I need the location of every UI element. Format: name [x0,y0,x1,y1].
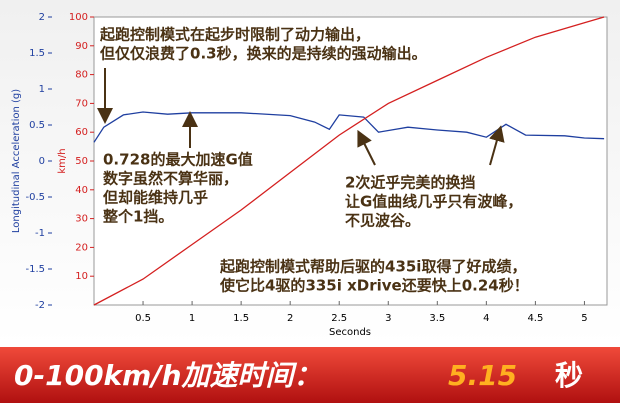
x-axis-label: Seconds [329,327,371,338]
y-tick-label: 0.5 [29,120,45,131]
y-tick-label: -0.5 [25,192,45,203]
annotation: 起跑控制模式在起步时限制了动力输出， [99,26,370,44]
banner [0,347,620,403]
arrows [97,68,505,166]
x-tick-label: 2 [287,313,293,324]
y-tick-label: 1 [39,84,45,95]
annotation: 但却能维持几乎 [102,189,208,207]
x-tick-label: 0.5 [135,313,151,324]
plot-area [93,16,608,306]
y2-tick-label: 20 [75,242,88,253]
y2-tick-label: 60 [75,127,88,138]
annotation: 让G值曲线几乎只有波峰， [345,193,522,211]
annotation: 数字虽然不算华丽， [103,170,238,188]
y2-tick-label: 10 [75,271,88,282]
annotation: 2次近乎完美的换挡 [345,174,475,192]
annotation: 0.728的最大加速G值 [103,151,253,169]
y-tick-label: -2 [35,300,45,311]
banner-value: 5.15 [448,359,517,392]
x-tick-label: 2.5 [331,313,347,324]
banner-unit: 秒 [555,359,583,392]
y2-tick-label: 70 [75,98,88,109]
annotation: 整个1挡。 [103,208,173,226]
banner-label: 0-100km/h加速时间： [14,359,322,392]
x-tick-label: 1.5 [233,313,249,324]
y2-tick-label: 100 [69,12,88,23]
y-tick-label: -1 [35,228,45,239]
y2-tick-label: 40 [75,185,88,196]
y2-axis-label: km/h [57,148,68,173]
annotation: 起跑控制模式帮助后驱的435i取得了好成绩， [219,258,526,276]
annotation: 但仅仅浪费了0.3秒，换来的是持续的强动输出。 [99,45,427,63]
x-tick-label: 3 [385,313,391,324]
x-tick-label: 3.5 [429,313,445,324]
x-tick-label: 5 [581,313,587,324]
series-line [93,16,605,306]
y-tick-label: -1.5 [25,264,45,275]
annotation: 不见波谷。 [345,212,420,230]
y-tick-label: 0 [39,156,45,167]
y2-tick-label: 90 [75,41,88,52]
y2-tick-label: 50 [75,156,88,167]
y-tick-label: 2 [39,12,45,23]
y-axis-label: Longitudinal Acceleration (g) [11,89,22,233]
x-tick-label: 4.5 [527,313,543,324]
y2-tick-label: 30 [75,214,88,225]
annotation: 使它比4驱的335i xDrive还要快上0.24秒！ [219,277,529,295]
y2-tick-label: 80 [75,70,88,81]
series-line [93,111,605,143]
y-tick-label: 1.5 [29,48,45,59]
x-tick-label: 4 [483,313,489,324]
x-tick-label: 1 [189,313,195,324]
